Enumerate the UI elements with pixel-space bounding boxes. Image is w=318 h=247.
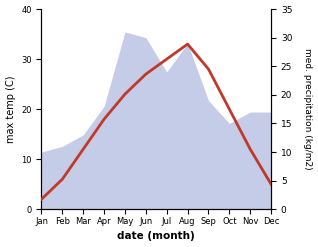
X-axis label: date (month): date (month)	[117, 231, 195, 242]
Y-axis label: max temp (C): max temp (C)	[5, 75, 16, 143]
Y-axis label: med. precipitation (kg/m2): med. precipitation (kg/m2)	[303, 48, 313, 170]
